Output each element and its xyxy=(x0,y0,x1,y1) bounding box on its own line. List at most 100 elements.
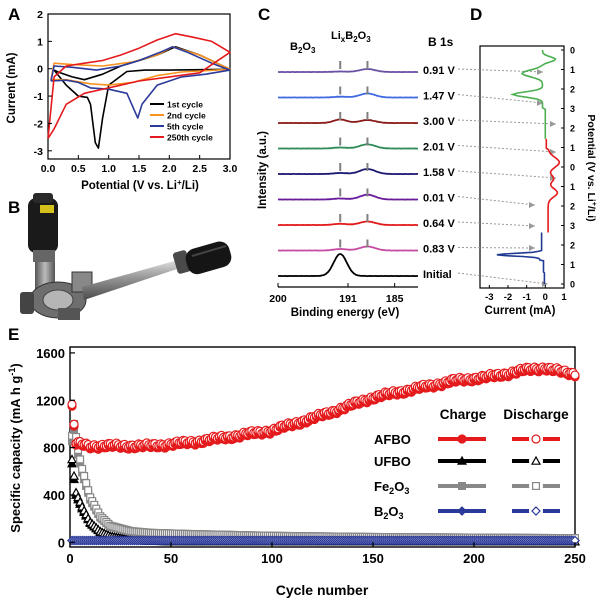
panel-e-y-tick-label: 0 xyxy=(58,535,65,550)
panel-d-right-tick-label: 3 xyxy=(570,221,575,231)
panel-e-legend-label-part: AFBO xyxy=(374,432,411,447)
panel-e-legend-label-part: 3 xyxy=(404,486,409,496)
panel-e-square-marker xyxy=(76,455,85,464)
panel-e-legend-label: B2O3 xyxy=(374,504,404,521)
panel-e-legend-label-part: Fe xyxy=(374,479,389,494)
panel-a-y-axis-label: Current (mA) xyxy=(6,52,18,123)
panel-e-x-tick-label: 150 xyxy=(362,551,384,566)
panel-e-y-axis-label: Specific capacity (mA h g-1) xyxy=(7,363,23,532)
panel-c-spectrum xyxy=(278,67,419,74)
panel-d-right-tick-label: 3 xyxy=(570,104,575,114)
panel-c-spectrum xyxy=(277,220,419,227)
panel-a-legend-label: 1st cycle xyxy=(167,100,203,110)
panel-d-guide-arrows xyxy=(457,68,557,287)
panel-c-series-label: 2.01 V xyxy=(423,142,455,154)
panel-d-guide-line xyxy=(457,272,549,285)
panel-d-right-tick-label: 2 xyxy=(570,85,575,95)
panel-e-x-ticks: 0 50 100 150 200 250 xyxy=(66,542,586,566)
panel-d-guide-arrowhead xyxy=(550,121,556,127)
panel-d-x-tick-label: 1 xyxy=(561,292,567,303)
panel-c-spectrum xyxy=(277,118,419,125)
panel-c-spectrum xyxy=(277,92,419,99)
panel-d-x-axis-label: Current (mA) xyxy=(485,305,556,317)
panel-e-cycling-performance: E 0 50 100 150 200 250 0 400 800 1200 1600 Charge… xyxy=(7,325,586,598)
panel-b-photo: B xyxy=(8,193,232,320)
panel-e-x-axis-label: Cycle number xyxy=(276,582,369,598)
panel-e-square-marker xyxy=(458,482,467,491)
panel-e-circle-marker xyxy=(531,434,541,444)
panel-d-right-ticks: 0 1 2 3 2 1 0 1 2 3 2 1 0 xyxy=(561,46,575,290)
panel-e-legend-label: UFBO xyxy=(374,454,411,469)
panel-c-spectrum xyxy=(277,245,418,252)
panel-d-right-tick-label: 2 xyxy=(570,124,575,134)
panel-d-guide-arrowhead xyxy=(529,202,535,208)
panel-d-guide-arrowhead xyxy=(529,223,535,229)
panel-d-plot-frame xyxy=(479,45,565,289)
panel-e-circle-marker xyxy=(69,419,79,429)
panel-a-y-tick-label: 2 xyxy=(37,9,43,21)
panel-c-spectrum xyxy=(277,167,419,176)
panel-d-guide-line xyxy=(457,170,557,179)
panel-c-peak-markers xyxy=(339,61,369,248)
panel-c-x-axis-label: Binding energy (eV) xyxy=(291,307,400,319)
panel-a-curves xyxy=(47,32,231,149)
panel-c-spectrum xyxy=(277,193,418,201)
panel-a-letter: A xyxy=(8,5,20,24)
panel-e-data-points xyxy=(67,362,581,546)
panel-a-series-line xyxy=(50,45,231,86)
panel-d-right-tick-label: 1 xyxy=(570,260,575,270)
panel-d-guide-line xyxy=(457,196,536,206)
panel-d-x-tick-label: -1 xyxy=(522,292,531,303)
panel-c-title: B 1s xyxy=(428,35,454,49)
panel-e-square-marker xyxy=(78,464,87,473)
panel-e-x-tick-label: 250 xyxy=(564,551,586,566)
panel-c-letter: C xyxy=(258,5,270,24)
panel-a-x-tick-label: 0.0 xyxy=(41,163,56,175)
panel-e-x-tick-label: 0 xyxy=(66,551,73,566)
panel-e-square-marker xyxy=(531,482,540,491)
panel-e-square-marker xyxy=(82,479,91,488)
panel-d-profile-segment xyxy=(509,49,557,139)
panel-a-x-tick-label: 1.0 xyxy=(101,163,116,175)
panel-c-series-labels: 0.91 V 1.47 V 3.00 V 2.01 V 1.58 V 0.01 V 0.64… xyxy=(423,65,455,281)
panel-a-y-ticks: 2 1 0 -1 -2 -3 xyxy=(34,9,52,158)
panel-e-diamond-marker xyxy=(457,506,467,516)
panel-a-x-axis-label: Potential (V vs. Li+/Li) xyxy=(81,178,199,192)
panel-d-curve xyxy=(496,49,561,284)
panel-a-cv-curves: A 0.0 0.5 1.0 1.5 2.0 2.5 3.0 2 1 0 -1 -2 -3 Potent… xyxy=(6,5,237,192)
panel-e-triangle-marker xyxy=(530,455,542,465)
panel-e-y-tick-label: 1200 xyxy=(36,393,65,408)
panel-e-circle-marker xyxy=(457,434,467,444)
panel-e-legend-label-part: O xyxy=(388,504,398,519)
panel-e-legend-label-part: B xyxy=(374,504,383,519)
panel-d-right-tick-label: 1 xyxy=(570,143,575,153)
panel-c-series-label: 0.83 V xyxy=(423,244,455,256)
panel-a-y-tick-label: -2 xyxy=(34,118,43,130)
panel-d-x-tick-label: -2 xyxy=(504,292,512,303)
panel-a-y-tick-label: 1 xyxy=(37,36,43,48)
panel-e-square-marker xyxy=(80,471,89,480)
panel-e-legend-label-part: O xyxy=(394,479,404,494)
panel-e-legend-label-part: UFBO xyxy=(374,454,411,469)
panel-c-series-label: 1.58 V xyxy=(423,167,455,179)
panel-a-y-tick-label: -3 xyxy=(34,146,43,158)
panel-c-series-label: 1.47 V xyxy=(423,91,455,103)
panel-e-x-tick-label: 50 xyxy=(164,551,178,566)
panel-d-right-tick-label: 2 xyxy=(570,202,575,212)
panel-a-y-tick-label: -1 xyxy=(34,91,43,103)
panel-d-right-tick-label: 0 xyxy=(570,280,575,290)
panel-e-x-tick-label: 100 xyxy=(261,551,283,566)
panel-e-y-tick-label: 400 xyxy=(43,488,65,503)
panel-e-y-tick-label: 800 xyxy=(43,441,65,456)
panel-e-legend-header-discharge: Discharge xyxy=(503,407,569,422)
panel-e-x-tick-label: 200 xyxy=(463,551,485,566)
panel-a-x-ticks: 0.0 0.5 1.0 1.5 2.0 2.5 3.0 xyxy=(41,155,237,175)
panel-d-guide-line xyxy=(457,221,536,227)
panel-d-guide-arrowhead xyxy=(537,69,543,75)
panel-c-x-tick-label: 185 xyxy=(386,293,404,305)
panel-d-x-ticks: -3 -2 -1 0 1 xyxy=(485,285,567,303)
panel-e-legend-label: AFBO xyxy=(374,432,411,447)
